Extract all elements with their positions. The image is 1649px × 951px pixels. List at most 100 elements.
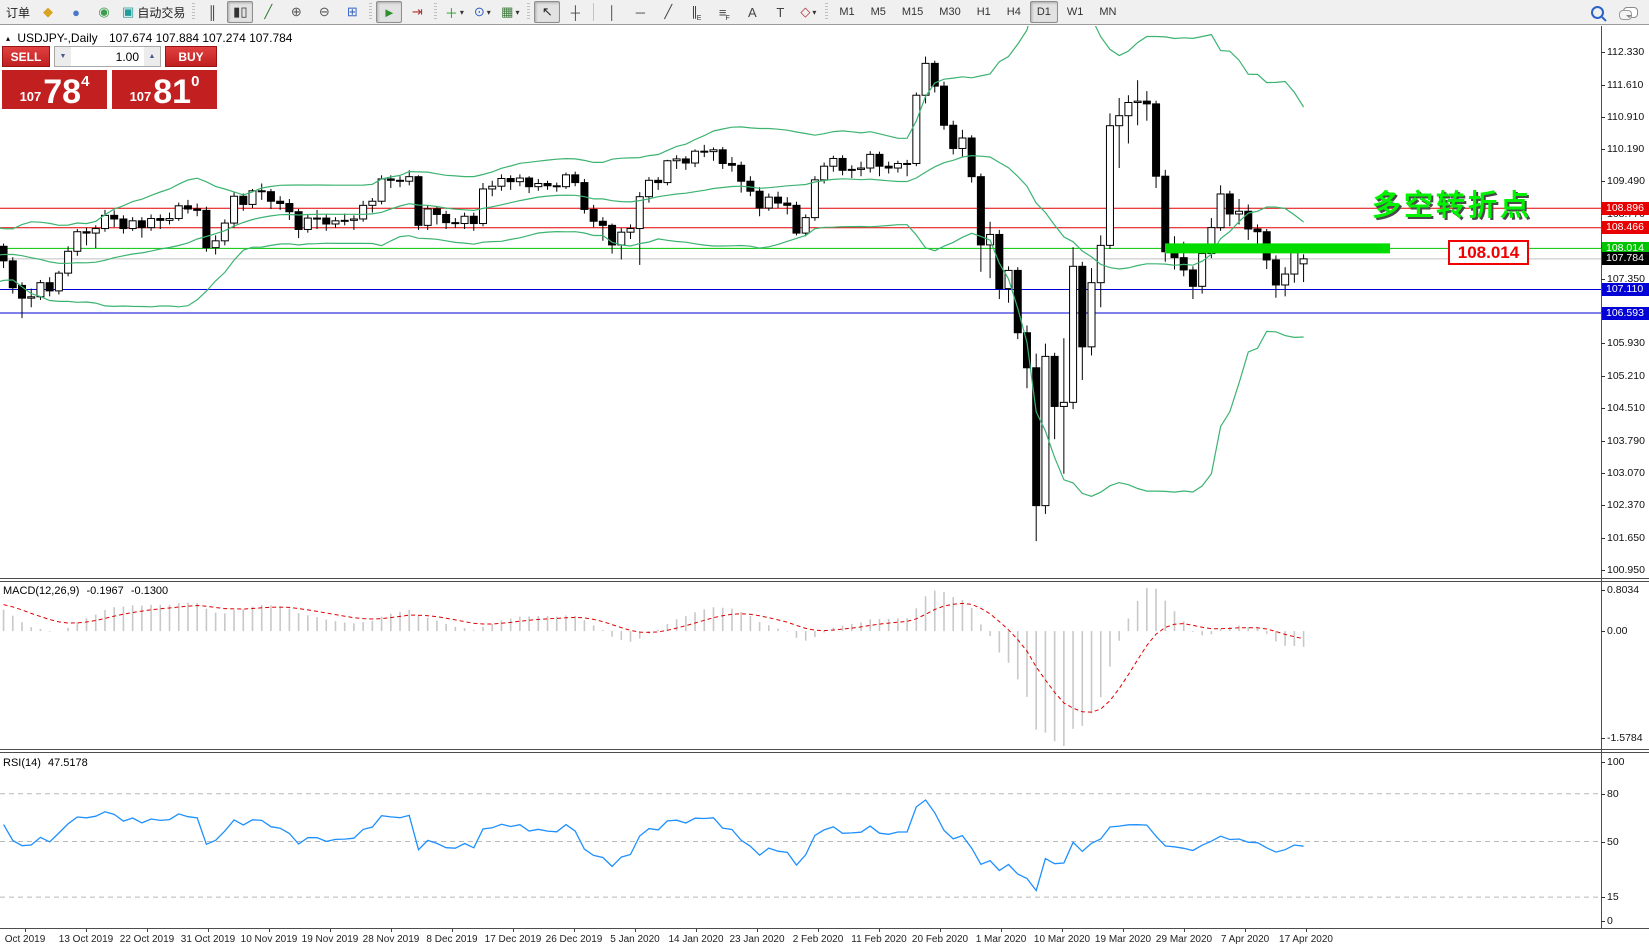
trendline-glyph: ╱ [664, 4, 673, 19]
buy-button[interactable]: BUY [165, 46, 217, 67]
signals-icon[interactable]: ◉ [91, 1, 117, 23]
timeframe-h4[interactable]: H4 [1006, 6, 1021, 18]
date-tick-mark [940, 929, 941, 932]
chart-title: ▴ USDJPY-,Daily 107.674 107.884 107.274 … [6, 31, 292, 45]
template-button[interactable]: ▦ ▾ [497, 1, 523, 23]
volume-stepper: ▼ ▲ [54, 46, 161, 67]
date-axis[interactable]: Oct 2019 13 Oct 2019 22 Oct 2019 31 Oct 201… [0, 928, 1649, 951]
date-label: 17 Dec 2019 [484, 934, 542, 945]
shapes-button[interactable]: ◇ ▾ [795, 1, 821, 23]
vline-glyph: │ [608, 4, 617, 20]
macd-pane[interactable] [0, 582, 1649, 749]
market-watch-icon[interactable]: ● [63, 1, 89, 23]
timeframe-mn[interactable]: MN [1099, 6, 1117, 18]
tile-windows-glyph: ⊞ [346, 4, 358, 19]
price-chart-pane[interactable] [0, 26, 1649, 578]
date-label: 19 Nov 2019 [301, 934, 359, 945]
timeframe-h1[interactable]: H1 [976, 6, 991, 18]
trendline-button[interactable]: ╱ [655, 1, 681, 23]
macd-signal-value: -0.1300 [130, 585, 169, 597]
bid-quote[interactable]: 107 78 4 [2, 70, 107, 109]
symbol-search-icon[interactable] [1584, 1, 1610, 23]
timeframe-m15[interactable]: M15 [901, 6, 924, 18]
new-order-button[interactable]: 订单 [6, 5, 31, 20]
symbol-period-label: USDJPY-,Daily [17, 31, 98, 45]
timeframe-m5[interactable]: M5 [870, 6, 886, 18]
date-tick-mark [574, 929, 575, 932]
timeframe-d1[interactable]: D1 [1029, 1, 1058, 23]
date-tick-mark [696, 929, 697, 932]
history-center-icon[interactable]: ◆ [35, 1, 61, 23]
cursor-button[interactable]: ↖ [534, 1, 561, 23]
text-button[interactable]: A [739, 1, 765, 23]
autotrading-button[interactable]: ▣ 自动交易 [122, 4, 186, 20]
crosshair-button[interactable]: ┼ [562, 1, 588, 23]
periods-button[interactable]: ⊙ ▾ [469, 1, 495, 23]
timeframe-w1[interactable]: W1 [1066, 6, 1084, 18]
volume-input[interactable] [71, 47, 144, 66]
main-chart-canvas[interactable] [0, 26, 1649, 578]
autoscroll-button[interactable]: ► [376, 1, 403, 23]
rsi-pane[interactable] [0, 753, 1649, 928]
separator [593, 3, 595, 21]
chat-icon[interactable] [1617, 1, 1643, 23]
date-tick-mark [635, 929, 636, 932]
indicators-glyph: ＋ [444, 5, 458, 21]
timeframe-m1[interactable]: M1 [839, 6, 855, 18]
date-tick-mark [147, 929, 148, 932]
chevron-down-icon: ▾ [812, 7, 817, 17]
toolbar-grip [527, 3, 531, 21]
text-glyph: A [747, 4, 757, 20]
rsi-canvas[interactable] [0, 753, 1649, 928]
chart-shift-button[interactable]: ⇥ [404, 1, 430, 23]
price-level-label[interactable]: 108.014 [1448, 240, 1529, 265]
chevron-down-icon: ▾ [486, 7, 491, 17]
indicators-button[interactable]: ＋ ▾ [441, 1, 467, 23]
zoom-in-button[interactable]: ⊕ [283, 1, 309, 23]
template-glyph: ▦ [501, 4, 514, 19]
line-chart-button[interactable]: ╱ [255, 1, 281, 23]
date-tick-mark [818, 929, 819, 932]
collapse-arrow-icon[interactable]: ▴ [6, 34, 11, 43]
autotrading-glyph: ▣ [122, 4, 135, 19]
date-tick-mark [1306, 929, 1307, 932]
hline-button[interactable]: ─ [627, 1, 653, 23]
ask-quote[interactable]: 107 81 0 [112, 70, 217, 109]
pane-splitter[interactable] [0, 578, 1649, 582]
date-label: 31 Oct 2019 [180, 934, 236, 945]
date-tick-mark [1062, 929, 1063, 932]
bar-chart-button[interactable]: ║ [199, 1, 225, 23]
date-tick-mark [269, 929, 270, 932]
date-tick-mark [452, 929, 453, 932]
toolbar-grip [369, 3, 373, 21]
history-center-icon-glyph: ◆ [43, 4, 54, 19]
date-label: 23 Jan 2020 [729, 934, 785, 945]
turning-point-annotation[interactable]: 多空转折点 [1371, 190, 1532, 222]
date-label: 26 Dec 2019 [545, 934, 603, 945]
main-toolbar: 订单 ◆ ● ◉ ▣ 自动交易 ║ ▮▯ ╱ ⊕ ⊖ ⊞ ► ⇥ ＋ ▾ ⊙ ▾ ▦ ▾ ↖ ┼ │ ─ ╱ ∥ E ≡ F A T ◇ ▾ M1… [0, 0, 1649, 25]
date-label: 22 Oct 2019 [119, 934, 175, 945]
price-axis-border [1601, 26, 1602, 928]
toolbar-grip [434, 3, 438, 21]
channel-button[interactable]: ∥ E [691, 4, 702, 22]
support-band-object[interactable] [1165, 243, 1390, 254]
date-tick-mark [1123, 929, 1124, 932]
macd-label: MACD(12,26,9) -0.1967 -0.1300 [3, 585, 169, 597]
signals-icon-glyph: ◉ [98, 4, 110, 19]
fibonacci-button[interactable]: ≡ F [718, 4, 730, 23]
vline-button[interactable]: │ [599, 1, 625, 23]
date-label: 20 Feb 2020 [911, 934, 969, 945]
volume-up-button[interactable]: ▲ [144, 47, 160, 66]
pane-splitter[interactable] [0, 749, 1649, 753]
chart-shift-glyph: ⇥ [411, 4, 423, 19]
zoom-out-button[interactable]: ⊖ [311, 1, 337, 23]
crosshair-glyph: ┼ [570, 4, 580, 20]
macd-canvas[interactable] [0, 582, 1649, 749]
candlestick-button[interactable]: ▮▯ [227, 1, 254, 23]
volume-down-button[interactable]: ▼ [55, 47, 71, 66]
timeframe-m30[interactable]: M30 [939, 6, 961, 18]
text-label-button[interactable]: T [767, 1, 793, 23]
tile-windows-button[interactable]: ⊞ [339, 1, 365, 23]
sell-button[interactable]: SELL [2, 46, 50, 67]
